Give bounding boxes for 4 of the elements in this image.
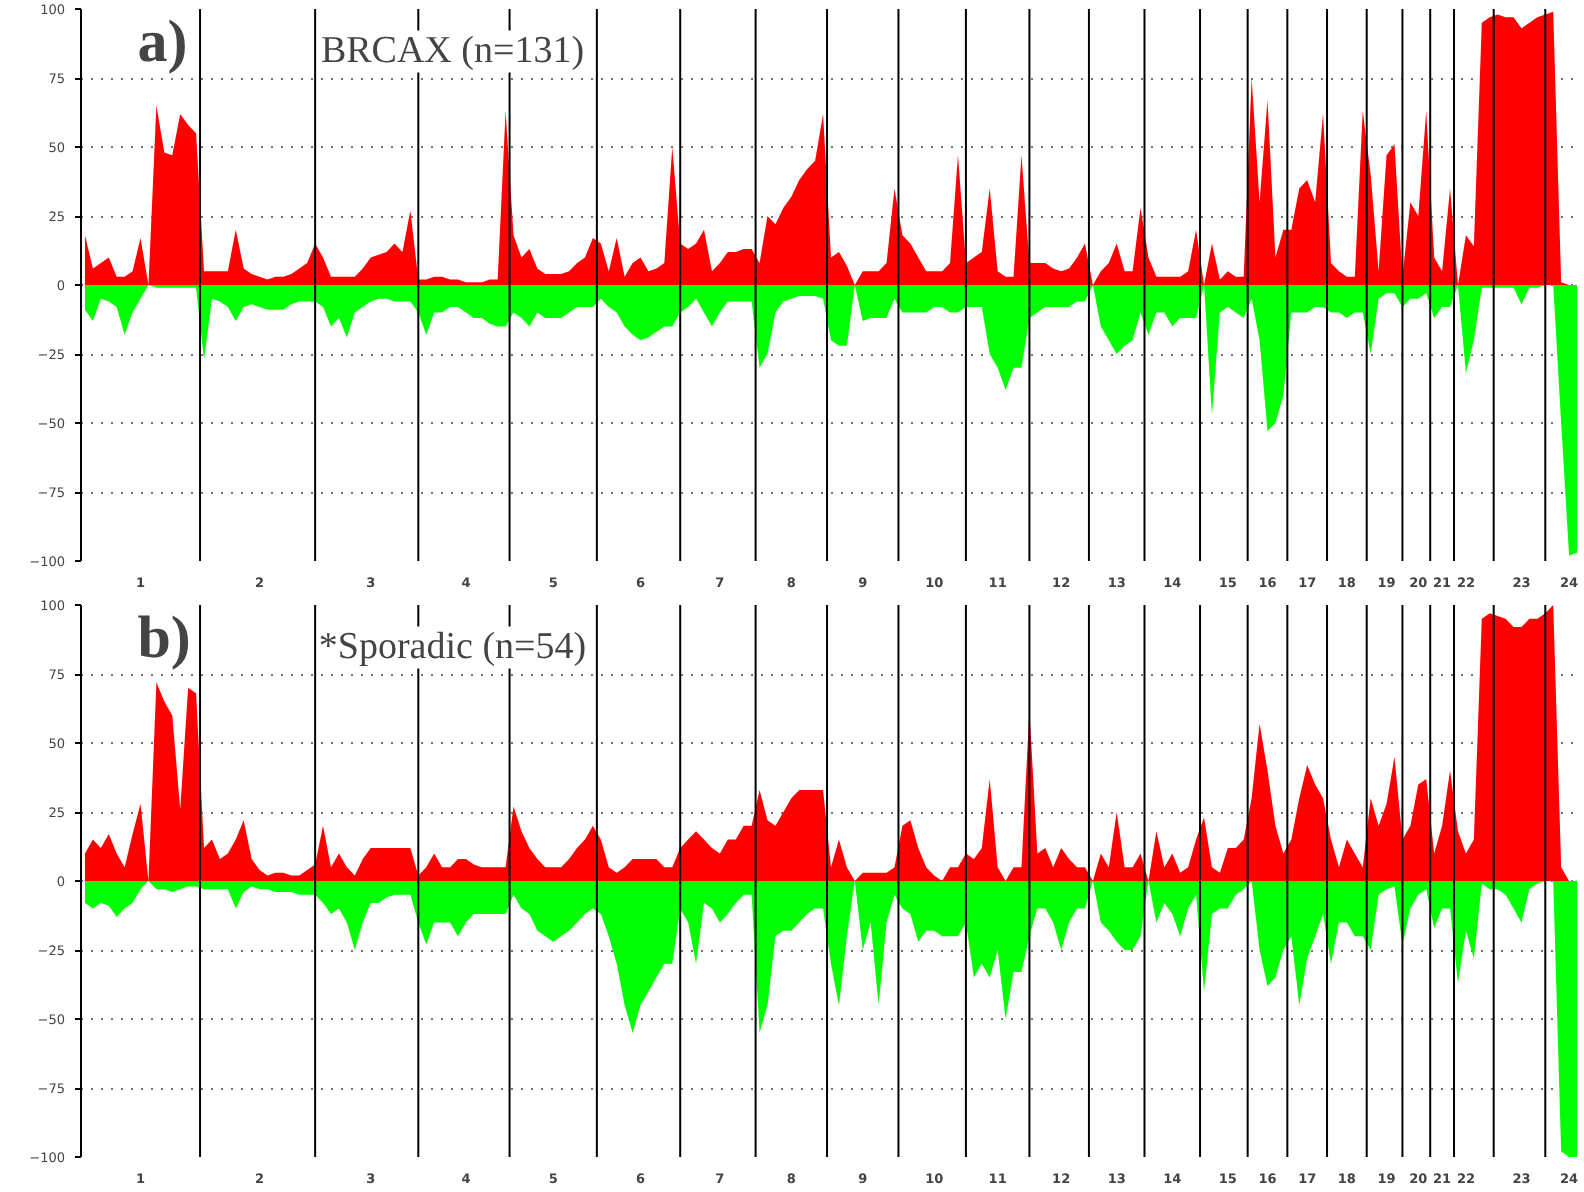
text: BRCAX (n=131) <box>320 30 585 73</box>
annotation: a) <box>137 9 188 76</box>
text: *Sporadic (n=54) <box>318 626 587 669</box>
annotation: b) <box>137 605 191 672</box>
